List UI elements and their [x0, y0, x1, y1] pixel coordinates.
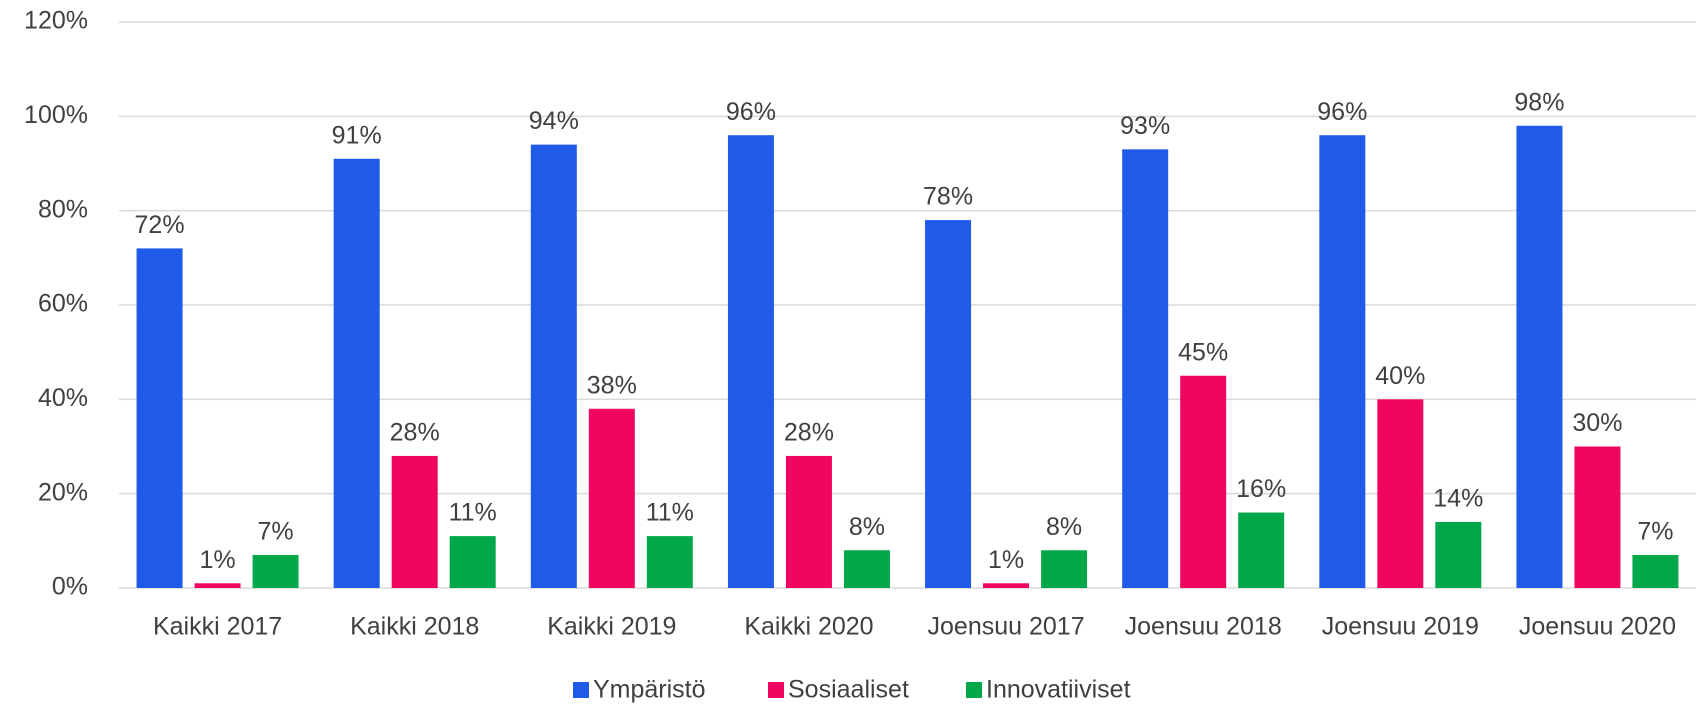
data-label: 96%: [1317, 98, 1367, 126]
bar: [727, 135, 774, 588]
bar: [136, 248, 183, 588]
x-tick-label: Joensuu 2020: [1519, 613, 1676, 641]
x-tick-label: Joensuu 2018: [1125, 613, 1282, 641]
x-tick-label: Kaikki 2019: [547, 613, 676, 641]
x-tick-label: Kaikki 2018: [350, 613, 479, 641]
y-tick-label: 80%: [38, 195, 88, 223]
data-label: 91%: [332, 121, 382, 149]
bar: [1238, 512, 1285, 588]
data-label: 7%: [1637, 518, 1673, 546]
bar: [925, 220, 972, 588]
data-label: 98%: [1514, 88, 1564, 116]
bar: [843, 550, 890, 588]
bar: [1377, 399, 1424, 588]
data-label: 7%: [257, 518, 293, 546]
bar: [252, 554, 299, 588]
data-label: 30%: [1572, 409, 1622, 437]
y-tick-label: 40%: [38, 384, 88, 412]
legend-label: Innovatiiviset: [986, 676, 1131, 704]
legend-label: Ympäristö: [593, 676, 706, 704]
x-tick-label: Kaikki 2020: [744, 613, 873, 641]
data-label: 45%: [1178, 338, 1228, 366]
y-tick-label: 120%: [24, 7, 88, 35]
legend-swatch: [768, 682, 784, 698]
data-label: 40%: [1375, 362, 1425, 390]
bar: [1435, 521, 1482, 588]
data-label: 11%: [449, 499, 497, 527]
x-tick-label: Joensuu 2017: [928, 613, 1085, 641]
bar: [333, 158, 380, 589]
legend-swatch: [966, 682, 982, 698]
data-label: 1%: [199, 546, 235, 574]
x-tick-label: Kaikki 2017: [153, 613, 282, 641]
data-label: 8%: [1046, 513, 1082, 541]
y-tick-label: 0%: [52, 573, 88, 601]
data-label: 16%: [1236, 475, 1286, 503]
y-tick-label: 60%: [38, 290, 88, 318]
bar: [1574, 446, 1621, 588]
bar: [530, 144, 577, 588]
x-tick-label: Joensuu 2019: [1322, 613, 1479, 641]
data-label: 8%: [849, 513, 885, 541]
bar: [588, 408, 635, 588]
data-label: 96%: [726, 98, 776, 126]
y-tick-label: 100%: [24, 101, 88, 129]
bar: [449, 536, 496, 588]
bar: [1122, 149, 1169, 588]
data-label: 28%: [390, 419, 440, 447]
bar: [1516, 125, 1563, 589]
bar: [194, 583, 241, 588]
data-label: 38%: [587, 371, 637, 399]
bar: [1632, 554, 1679, 588]
bar: [1041, 550, 1088, 588]
legend-swatch: [573, 682, 589, 698]
data-label: 14%: [1433, 485, 1483, 513]
bar: [983, 583, 1030, 588]
bar: [1180, 375, 1227, 588]
data-label: 1%: [988, 546, 1024, 574]
legend-label: Sosiaaliset: [788, 676, 909, 704]
bar: [646, 536, 693, 588]
data-label: 72%: [135, 211, 185, 239]
data-label: 28%: [784, 419, 834, 447]
data-label: 78%: [923, 183, 973, 211]
bar: [785, 455, 832, 588]
bar: [391, 455, 438, 588]
data-label: 11%: [646, 499, 694, 527]
data-label: 94%: [529, 107, 579, 135]
data-label: 93%: [1120, 112, 1170, 140]
bar: [1319, 135, 1366, 588]
y-tick-label: 20%: [38, 478, 88, 506]
